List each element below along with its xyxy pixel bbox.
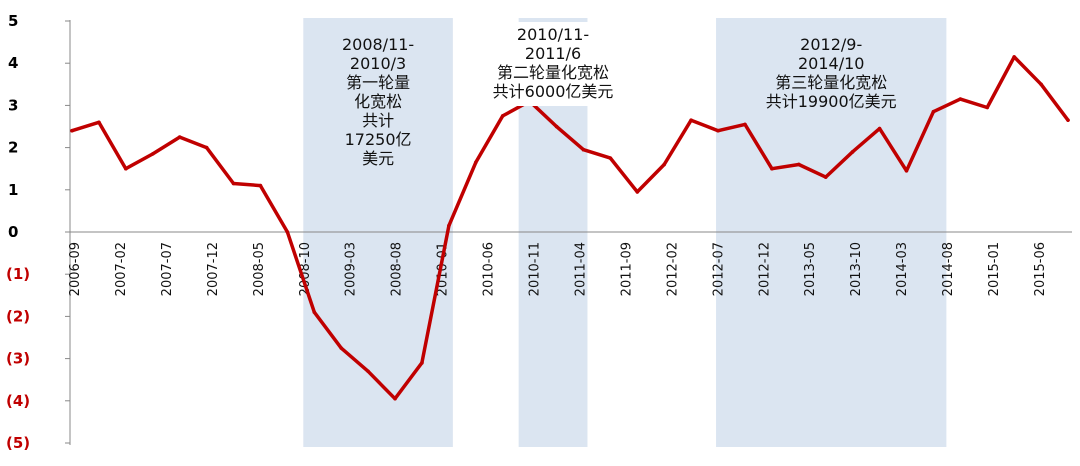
series-line: [70, 55, 1070, 401]
data-point: [635, 190, 640, 194]
data-point: [743, 122, 747, 127]
x-tick-label: 2010-11: [528, 242, 543, 296]
data-point: [823, 175, 828, 179]
data-point: [581, 147, 586, 152]
data-point: [877, 126, 882, 131]
data-point: [447, 223, 451, 228]
data-point: [958, 97, 963, 101]
qe-label-line: 2008/11-: [342, 35, 414, 54]
data-point: [177, 135, 182, 139]
x-tick-label: 2008-08: [390, 242, 405, 296]
data-point: [770, 166, 774, 171]
x-tick-label: 2007-02: [114, 242, 129, 296]
qe-label-line: 共计19900亿美元: [766, 92, 897, 111]
data-point: [231, 181, 236, 186]
y-tick-label: 2: [8, 139, 18, 157]
y-tick-label: (3): [6, 350, 30, 368]
data-point: [850, 150, 855, 154]
y-tick-label: 5: [8, 12, 18, 30]
data-point: [285, 230, 290, 234]
x-tick-label: 2006-09: [68, 242, 83, 296]
qe-label-line: 17250亿: [345, 130, 412, 149]
x-tick-label: 2008-10: [298, 242, 313, 296]
qe-label-line: 第二轮量化宽松: [497, 63, 609, 82]
y-tick-label: (4): [6, 392, 30, 410]
x-tick-label: 2013-05: [803, 242, 818, 296]
data-point: [258, 183, 263, 188]
data-point: [393, 396, 397, 401]
qe-label-line: 共计: [362, 111, 394, 130]
x-tick-label: 2009-03: [344, 242, 359, 296]
x-tick-label: 2014-03: [895, 242, 910, 296]
x-tick-label: 2014-08: [941, 242, 956, 296]
data-point: [204, 145, 209, 150]
data-point: [1012, 55, 1016, 59]
data-point: [716, 128, 720, 133]
qe-label-line: 美元: [362, 149, 394, 168]
qe-label-box-2: [500, 22, 607, 106]
qe-label-line: 2010/11-: [517, 25, 589, 44]
qe-label-line: 第三轮量化宽松: [775, 73, 887, 92]
qe-label-line: 2012/9-: [800, 35, 862, 54]
data-point: [366, 369, 370, 374]
x-tick-label: 2015-01: [987, 242, 1002, 296]
data-point: [1066, 118, 1070, 122]
data-point: [554, 124, 559, 129]
y-tick-label: (2): [6, 307, 30, 325]
data-point: [904, 169, 909, 173]
data-point: [150, 152, 155, 156]
series-path: [70, 55, 1070, 401]
x-tick-label: 2011-04: [573, 242, 588, 296]
qe-label-3: 2012/9-2014/10 第三轮量化宽松共计19900亿美元: [766, 35, 897, 111]
x-tick-label: 2012-12: [757, 242, 772, 296]
axes: [65, 20, 1072, 445]
y-tick-label: 1: [8, 181, 18, 199]
data-point: [500, 114, 505, 118]
x-tick-label: 2010-06: [482, 242, 497, 296]
x-tick-label: 2007-12: [206, 242, 221, 296]
qe-label-line: 2014/10: [798, 54, 864, 73]
x-tick-label: 2007-07: [160, 242, 175, 296]
data-point: [124, 166, 128, 171]
y-tick-label: 4: [8, 54, 18, 72]
data-point: [608, 156, 613, 160]
data-point: [312, 310, 317, 314]
x-tick-label: 2011-09: [619, 242, 634, 296]
data-point: [1039, 82, 1043, 87]
qe-label-2: 2010/11-2011/6 第二轮量化宽松共计6000亿美元: [493, 25, 614, 101]
qe-label-line: 第一轮量: [346, 73, 410, 92]
qe-label-line: 2011/6: [525, 44, 581, 63]
y-tick-label: 3: [8, 96, 18, 114]
x-tick-label: 2015-06: [1033, 242, 1048, 296]
x-axis-tick-labels: 2006-09 2007-02 2007-07 2007-12 2008-05 2008-…: [68, 242, 1048, 296]
qe-annotations: 2008/11-2010/3 第一轮量化宽松共计 17250亿美元2010/11-2…: [342, 22, 897, 168]
data-point: [420, 361, 424, 365]
qe-label-line: 化宽松: [354, 92, 402, 111]
y-tick-label: (1): [6, 265, 30, 283]
y-axis-tick-labels: 5 4 3 2 1 0 (1) (2) (3) (4) (5): [6, 12, 30, 452]
qe-label-1: 2008/11-2010/3 第一轮量化宽松共计 17250亿美元: [342, 35, 414, 168]
data-point: [931, 109, 936, 114]
y-tick-label: 0: [8, 223, 18, 241]
data-point: [339, 346, 343, 350]
x-tick-label: 2012-02: [665, 242, 680, 296]
data-point: [797, 162, 801, 167]
qe-label-line: 2010/3: [350, 54, 406, 73]
x-tick-label: 2012-07: [711, 242, 726, 296]
data-point: [689, 118, 693, 122]
qe-label-line: 共计6000亿美元: [493, 82, 614, 101]
data-point: [985, 105, 990, 110]
x-tick-label: 2008-05: [252, 242, 267, 296]
data-point: [70, 128, 74, 133]
data-point: [662, 162, 667, 167]
x-tick-label: 2013-10: [849, 242, 864, 296]
data-point: [473, 160, 478, 165]
y-tick-label: (5): [6, 434, 30, 452]
data-point: [97, 120, 101, 125]
